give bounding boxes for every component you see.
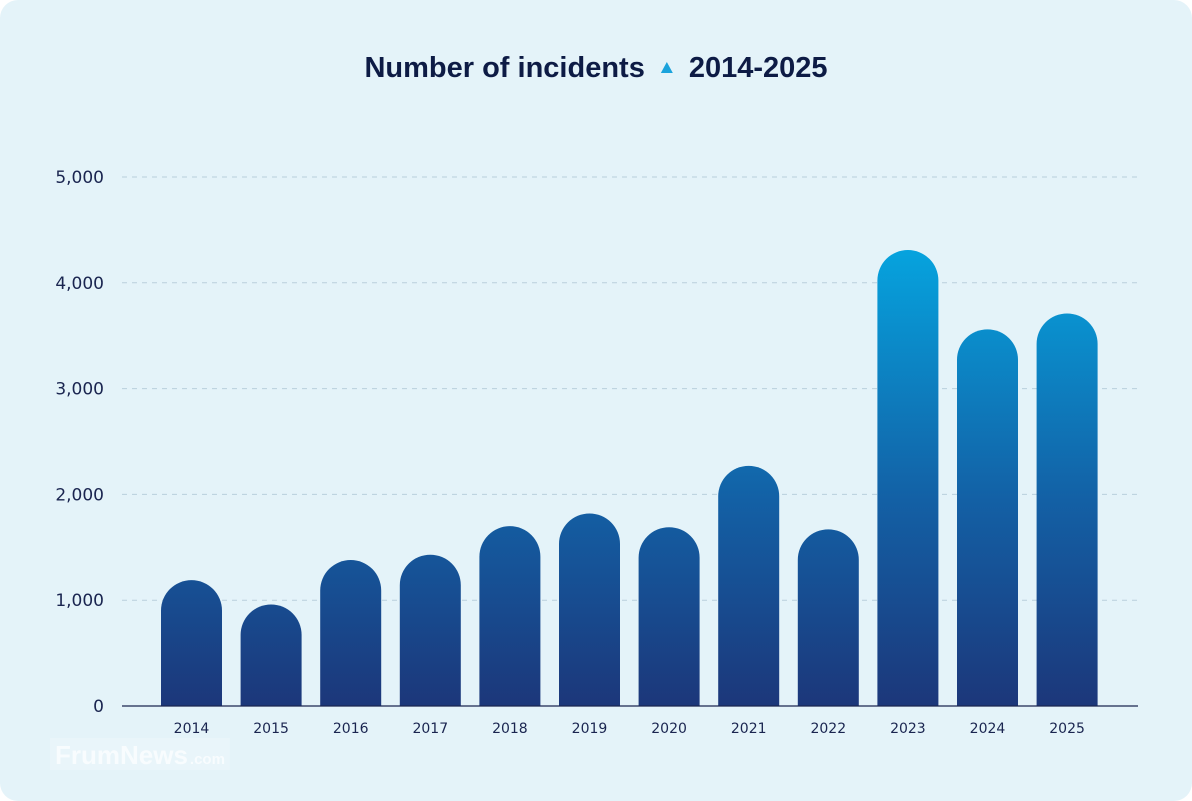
watermark-suffix: .com [190, 751, 225, 768]
x-tick-label: 2020 [651, 721, 687, 737]
x-tick-label: 2014 [174, 721, 210, 737]
y-tick-label: 0 [93, 697, 104, 717]
y-tick-label: 5,000 [55, 168, 104, 188]
bar-2024 [957, 329, 1018, 706]
bar-2018 [479, 526, 541, 706]
y-tick-label: 2,000 [55, 485, 104, 505]
y-tick-label: 4,000 [55, 274, 104, 294]
x-tick-label: 2022 [810, 721, 846, 737]
x-tick-label: 2015 [253, 721, 289, 737]
title-text: Number of incidents [364, 52, 644, 84]
triangle-up-icon [660, 62, 673, 73]
bar-2015 [240, 604, 302, 706]
x-tick-label: 2018 [492, 721, 528, 737]
bar-2022 [797, 529, 859, 706]
bar-2021 [718, 465, 780, 706]
watermark: FrumNews .com [50, 738, 230, 770]
watermark-text: FrumNews [55, 740, 188, 770]
x-tick-label: 2024 [970, 721, 1006, 737]
x-tick-label: 2023 [890, 721, 926, 737]
x-tick-label: 2019 [572, 721, 608, 737]
bar-2019 [559, 513, 620, 706]
bar-2023 [877, 250, 939, 706]
y-tick-label: 3,000 [55, 380, 104, 400]
title-range: 2014-2025 [689, 52, 828, 84]
bar-2020 [638, 527, 700, 706]
x-tick-label: 2025 [1049, 721, 1085, 737]
x-tick-label: 2021 [731, 721, 767, 737]
bar-2025 [1036, 313, 1098, 706]
bar-2014 [161, 580, 222, 706]
bar-2017 [399, 554, 461, 706]
x-tick-label: 2016 [333, 721, 369, 737]
x-tick-label: 2017 [412, 721, 448, 737]
y-tick-label: 1,000 [55, 591, 104, 611]
bar-2016 [320, 559, 382, 706]
chart-title: Number of incidents 2014-2025 [364, 52, 827, 84]
